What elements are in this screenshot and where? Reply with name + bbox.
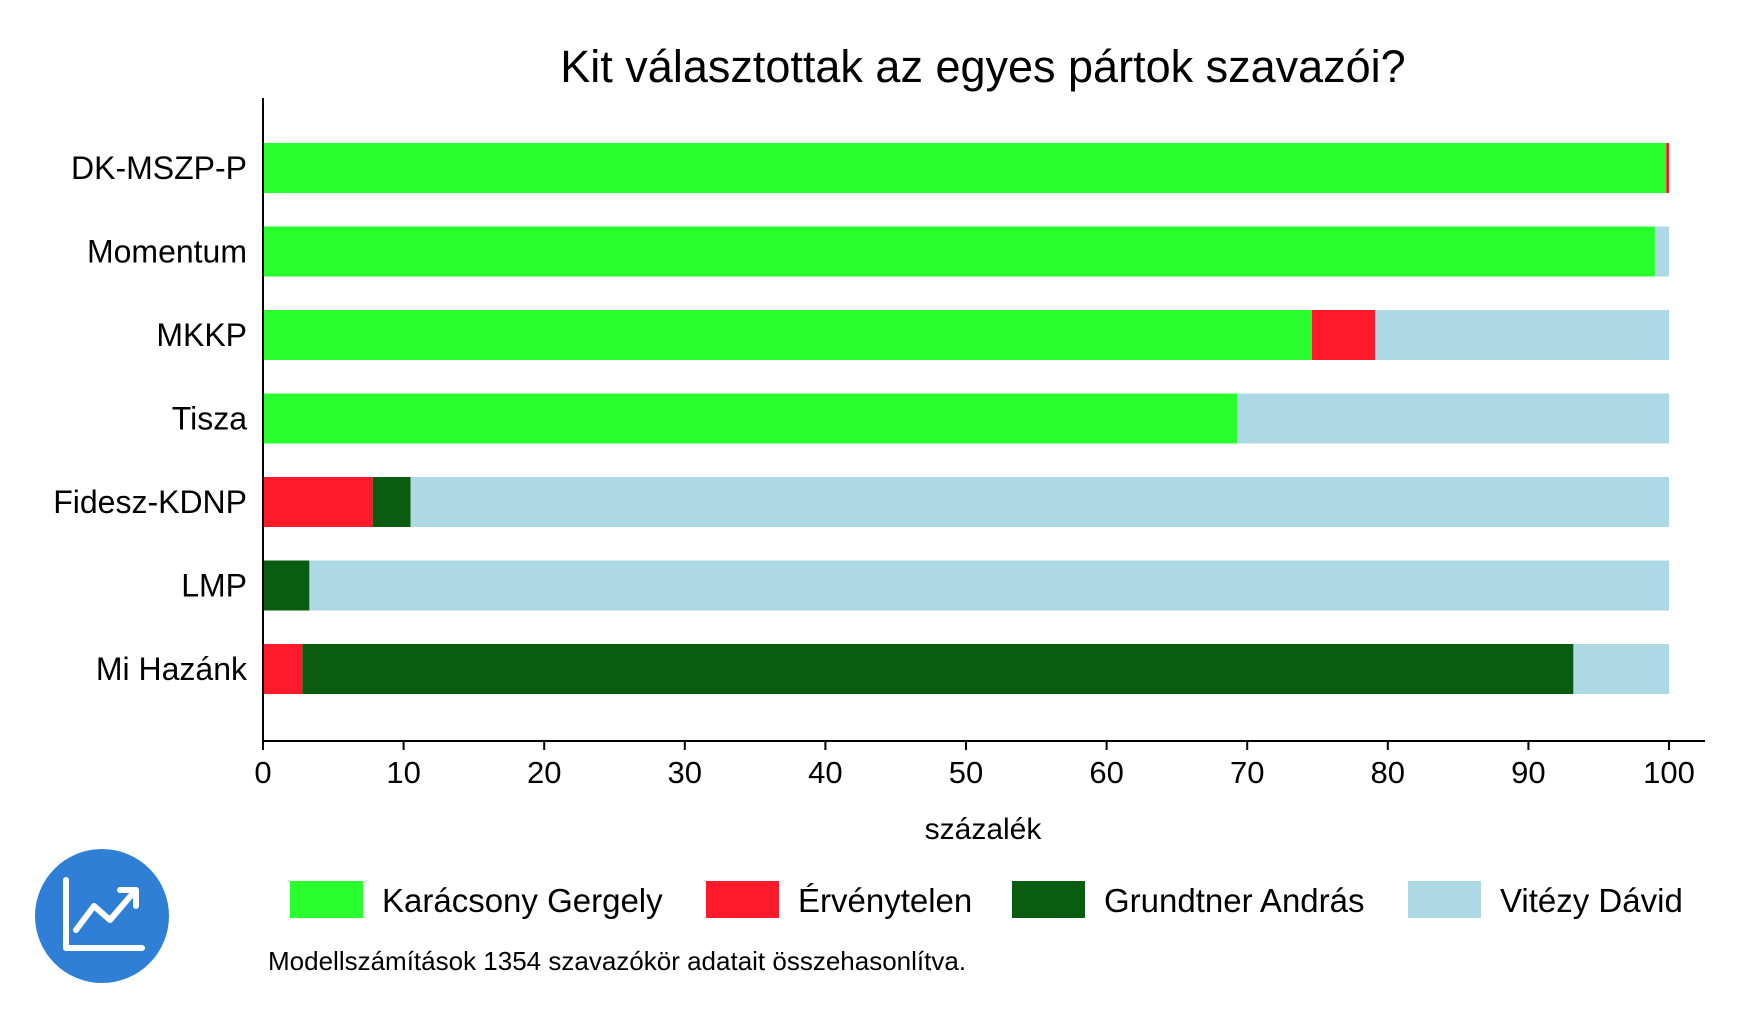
x-tick-label: 80 — [1371, 755, 1405, 790]
bar-mkkp-series-0 — [263, 310, 1312, 360]
bar-mi-haz-nk-series-3 — [1573, 644, 1669, 694]
x-tick-label: 10 — [386, 755, 420, 790]
legend-swatch — [290, 881, 363, 918]
bar-mi-haz-nk-series-2 — [302, 644, 1574, 694]
bar-fidesz-kdnp-series-2 — [372, 477, 411, 527]
legend-label: Érvénytelen — [798, 882, 972, 919]
legend-swatch — [706, 881, 779, 918]
bar-mi-haz-nk-series-1 — [263, 644, 303, 694]
x-tick-label: 60 — [1089, 755, 1123, 790]
footnote: Modellszámítások 1354 szavazókör adatait… — [268, 946, 967, 976]
trend-chart-icon — [63, 877, 145, 951]
bar-mkkp-series-3 — [1375, 310, 1669, 360]
bar-dk-mszp-p-series-1 — [1666, 143, 1669, 193]
x-tick-label: 30 — [668, 755, 702, 790]
legend-swatch — [1408, 881, 1481, 918]
legend-label: Grundtner András — [1104, 882, 1365, 919]
y-tick-label: MKKP — [156, 317, 247, 353]
bar-dk-mszp-p-series-0 — [263, 143, 1667, 193]
bars-layer: DK-MSZP-P Momentum MKKP Tisza Fidesz-KDNP LMP… — [53, 143, 1670, 694]
y-tick-label: Mi Hazánk — [96, 651, 248, 687]
x-tick-label: 40 — [808, 755, 842, 790]
x-tick-label: 90 — [1511, 755, 1545, 790]
legend-label: Vitézy Dávid — [1500, 882, 1683, 919]
axes-layer: 0 10 20 30 40 50 60 70 80 90 100 — [254, 98, 1705, 790]
logo — [35, 849, 169, 983]
x-axis-title: százalék — [925, 813, 1043, 846]
chart-title: Kit választottak az egyes pártok szavazó… — [560, 41, 1405, 92]
bar-momentum-series-0 — [263, 226, 1655, 277]
legend-swatch — [1012, 881, 1085, 918]
legend: Karácsony Gergely Érvénytelen Grundtner An… — [290, 881, 1683, 919]
x-tick-label: 20 — [527, 755, 561, 790]
bar-lmp-series-2 — [263, 560, 310, 611]
x-tick-label: 50 — [949, 755, 983, 790]
bar-lmp-series-3 — [309, 560, 1670, 611]
y-tick-label: Momentum — [87, 234, 247, 270]
y-tick-label: DK-MSZP-P — [71, 150, 247, 186]
bar-fidesz-kdnp-series-1 — [263, 477, 373, 527]
x-tick-label: 100 — [1643, 755, 1695, 790]
legend-label: Karácsony Gergely — [382, 882, 663, 919]
x-tick-label: 70 — [1230, 755, 1264, 790]
y-tick-label: Tisza — [172, 401, 247, 437]
y-tick-label: Fidesz-KDNP — [53, 484, 247, 520]
bar-mkkp-series-1 — [1311, 310, 1376, 360]
bar-tisza-series-3 — [1237, 393, 1669, 444]
bar-momentum-series-3 — [1654, 226, 1669, 277]
bar-fidesz-kdnp-series-3 — [410, 477, 1669, 527]
y-tick-label: LMP — [181, 568, 247, 604]
x-tick-label: 0 — [254, 755, 271, 790]
bar-tisza-series-0 — [263, 393, 1238, 444]
